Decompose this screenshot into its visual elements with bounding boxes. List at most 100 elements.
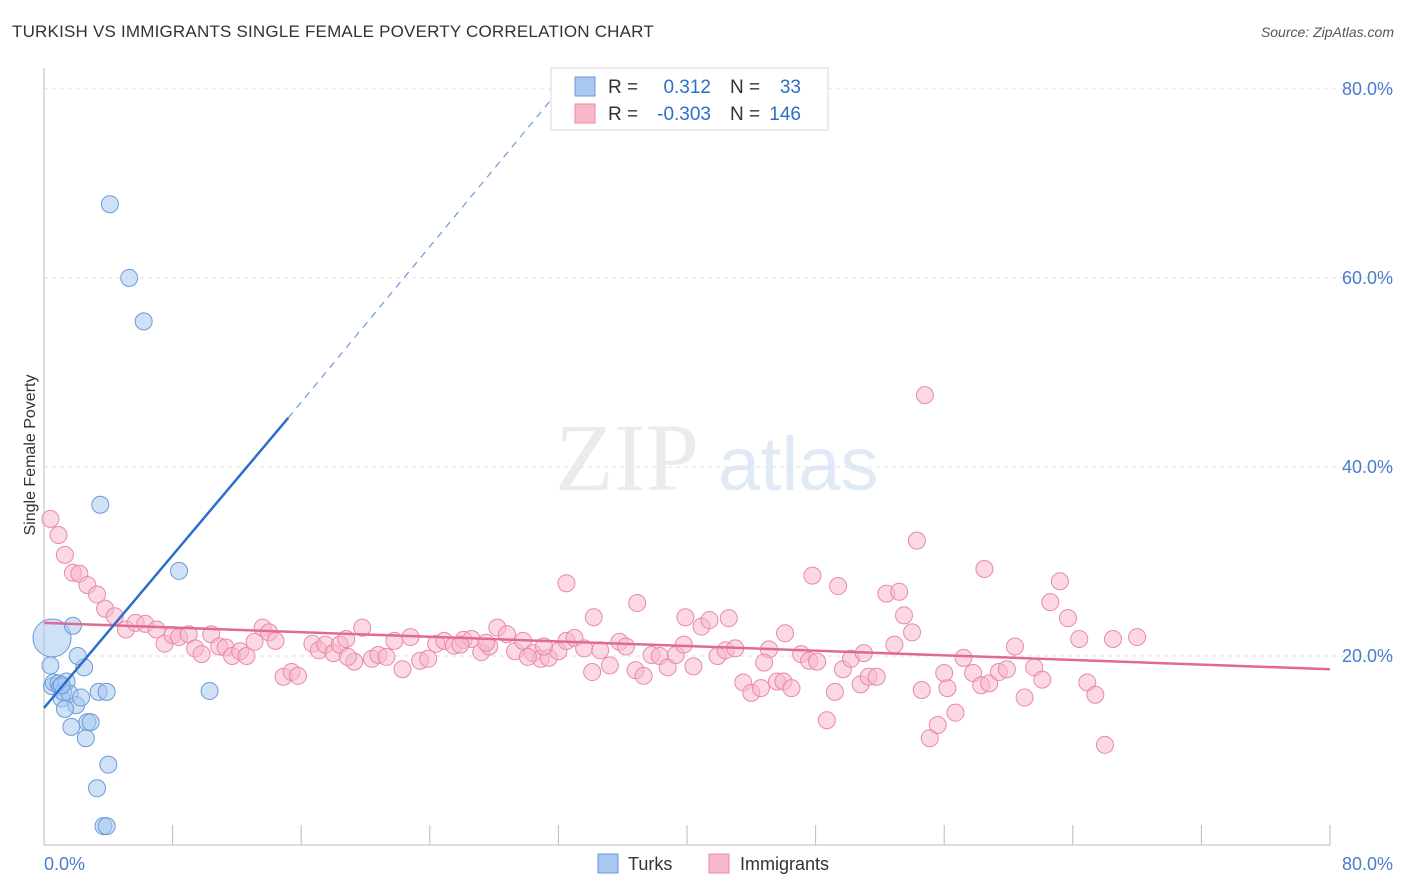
turks-point-30 (97, 817, 116, 836)
immigrants-point-25 (245, 632, 264, 651)
legend-turks-n-value: 33 (780, 77, 801, 98)
y-tick-labels: 20.0% 40.0% 60.0% 80.0% (1342, 79, 1393, 666)
legend-swatch-immigrants (574, 103, 596, 124)
turks-point-12 (62, 717, 81, 736)
immigrants-point-110 (954, 648, 973, 667)
immigrants-point-139 (518, 647, 537, 666)
bottom-legend-immigrants: Immigrants (740, 854, 829, 874)
immigrants-point-137 (975, 560, 994, 579)
immigrants-trend-line (43, 621, 1331, 671)
immigrants-point-103 (895, 606, 914, 625)
immigrants-point-128 (907, 531, 926, 550)
immigrants-point-47 (419, 649, 438, 668)
immigrants-point-108 (938, 679, 957, 698)
chart-title: TURKISH VS IMMIGRANTS SINGLE FEMALE POVE… (12, 22, 654, 41)
immigrants-point-31 (288, 666, 307, 685)
source-label: Source: ZipAtlas.com (1260, 24, 1394, 40)
turks-trend-line (43, 416, 290, 709)
immigrants-point-147 (451, 635, 470, 654)
immigrants-point-104 (903, 623, 922, 642)
immigrants-point-127 (915, 386, 934, 405)
x-tick-label-0: 0.0% (44, 854, 85, 874)
bottom-legend-swatch-immigrants (708, 853, 730, 874)
immigrants-point-135 (676, 608, 695, 627)
legend-turks-r-label: R = (608, 77, 638, 98)
x-tick-labels: 0.0% 80.0% (44, 854, 1393, 874)
immigrants-point-105 (912, 681, 931, 699)
turks-point-10 (63, 616, 82, 635)
watermark-zip: ZIP (555, 404, 699, 511)
immigrants-point-122 (1058, 609, 1077, 628)
turks-point-16 (81, 713, 100, 732)
legend-immigrants-n-value: 146 (769, 104, 801, 125)
watermark-atlas: atlas (718, 422, 879, 507)
bottom-legend-swatch-turks (597, 853, 619, 874)
immigrants-point-93 (808, 652, 827, 671)
immigrants-point-39 (353, 618, 372, 637)
y-tick-label-0: 20.0% (1342, 646, 1393, 666)
immigrants-point-12 (147, 620, 166, 639)
bottom-legend: Turks Immigrants (597, 853, 829, 874)
immigrants-point-129 (890, 582, 909, 601)
turks-point-25 (76, 729, 95, 748)
immigrants-point-144 (755, 653, 774, 672)
turks-point-22 (170, 561, 189, 580)
immigrants-point-117 (1015, 688, 1034, 707)
immigrants-point-123 (1070, 629, 1089, 648)
turks-point-28 (88, 779, 107, 798)
immigrants-point-134 (584, 608, 603, 627)
trend-lines (43, 88, 1331, 709)
immigrants-point-18 (192, 645, 211, 664)
immigrants-point-66 (583, 663, 602, 682)
legend-immigrants-n-label: N = (730, 104, 760, 125)
bottom-legend-turks: Turks (628, 854, 672, 874)
turks-point-19 (120, 268, 139, 287)
immigrants-point-130 (803, 566, 822, 585)
immigrants-point-132 (557, 574, 576, 593)
immigrants-point-106 (920, 729, 939, 748)
legend-box (550, 67, 829, 131)
immigrants-point-24 (237, 646, 256, 665)
turks-point-27 (99, 755, 118, 774)
turks-point-20 (134, 312, 153, 331)
legend-immigrants-r-label: R = (608, 104, 638, 125)
immigrants-point-6 (88, 585, 107, 604)
immigrants-point-95 (825, 682, 844, 701)
immigrants-point-140 (935, 663, 954, 682)
turks-point-31 (55, 699, 74, 718)
legend-immigrants-r-value: -0.303 (657, 104, 711, 125)
immigrants-point-109 (946, 703, 965, 722)
turks-point-13 (71, 688, 90, 707)
immigrants-point-145 (477, 633, 496, 652)
turks-point-21 (91, 495, 110, 514)
immigrants-point-120 (1041, 593, 1060, 612)
turks-point-23 (200, 681, 219, 700)
immigrants-point-116 (1005, 637, 1024, 656)
immigrants-point-133 (628, 594, 647, 613)
immigrants-point-78 (684, 657, 703, 676)
top-legend: R = 0.312 N = 33 R = -0.303 N = 146 (550, 67, 829, 131)
immigrants-point-44 (393, 660, 412, 679)
turks-trend-extension (287, 88, 561, 419)
immigrants-point-86 (751, 679, 770, 698)
watermark: ZIP atlas (555, 404, 879, 511)
immigrants-points (41, 386, 1147, 754)
turks-point-1 (41, 656, 60, 675)
immigrants-point-94 (817, 711, 836, 730)
legend-turks-n-label: N = (730, 77, 760, 98)
immigrants-point-125 (1086, 685, 1105, 704)
immigrants-point-68 (600, 656, 619, 675)
immigrants-point-119 (1033, 670, 1052, 689)
immigrants-point-28 (266, 631, 285, 650)
legend-turks-r-value: 0.312 (663, 77, 711, 98)
gridlines (44, 88, 1392, 657)
turks-points (32, 195, 219, 836)
y-tick-label-3: 80.0% (1342, 79, 1393, 99)
immigrants-point-1 (49, 526, 68, 544)
immigrants-point-131 (829, 577, 848, 596)
immigrants-point-42 (377, 647, 396, 666)
y-tick-label-1: 40.0% (1342, 457, 1393, 477)
immigrants-point-138 (776, 624, 795, 643)
turks-point-26 (97, 682, 116, 701)
